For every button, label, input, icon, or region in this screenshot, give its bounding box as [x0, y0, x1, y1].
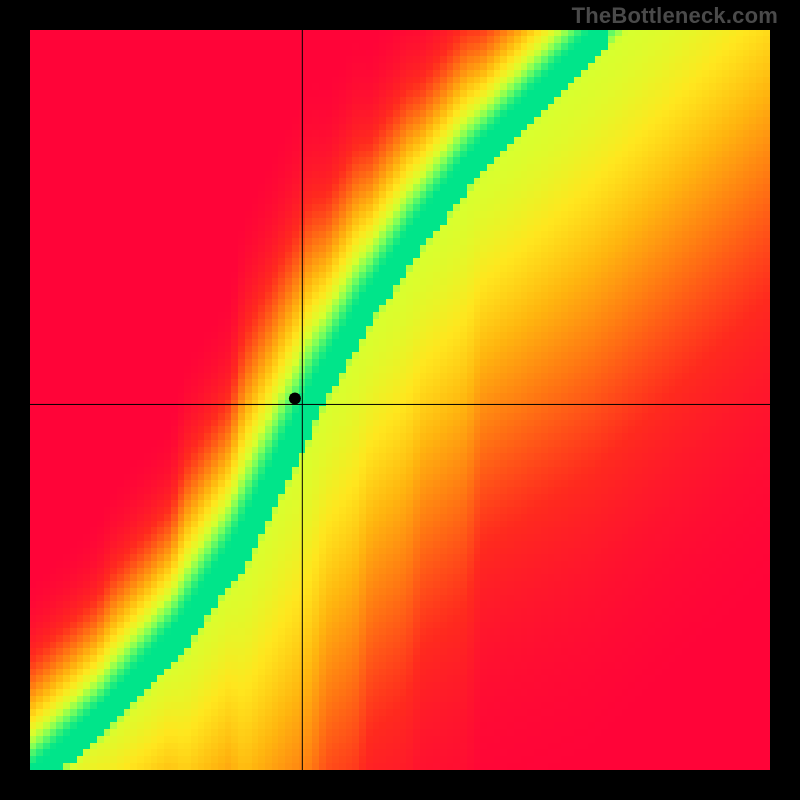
bottleneck-heatmap: [30, 30, 770, 770]
watermark-text: TheBottleneck.com: [572, 3, 778, 29]
